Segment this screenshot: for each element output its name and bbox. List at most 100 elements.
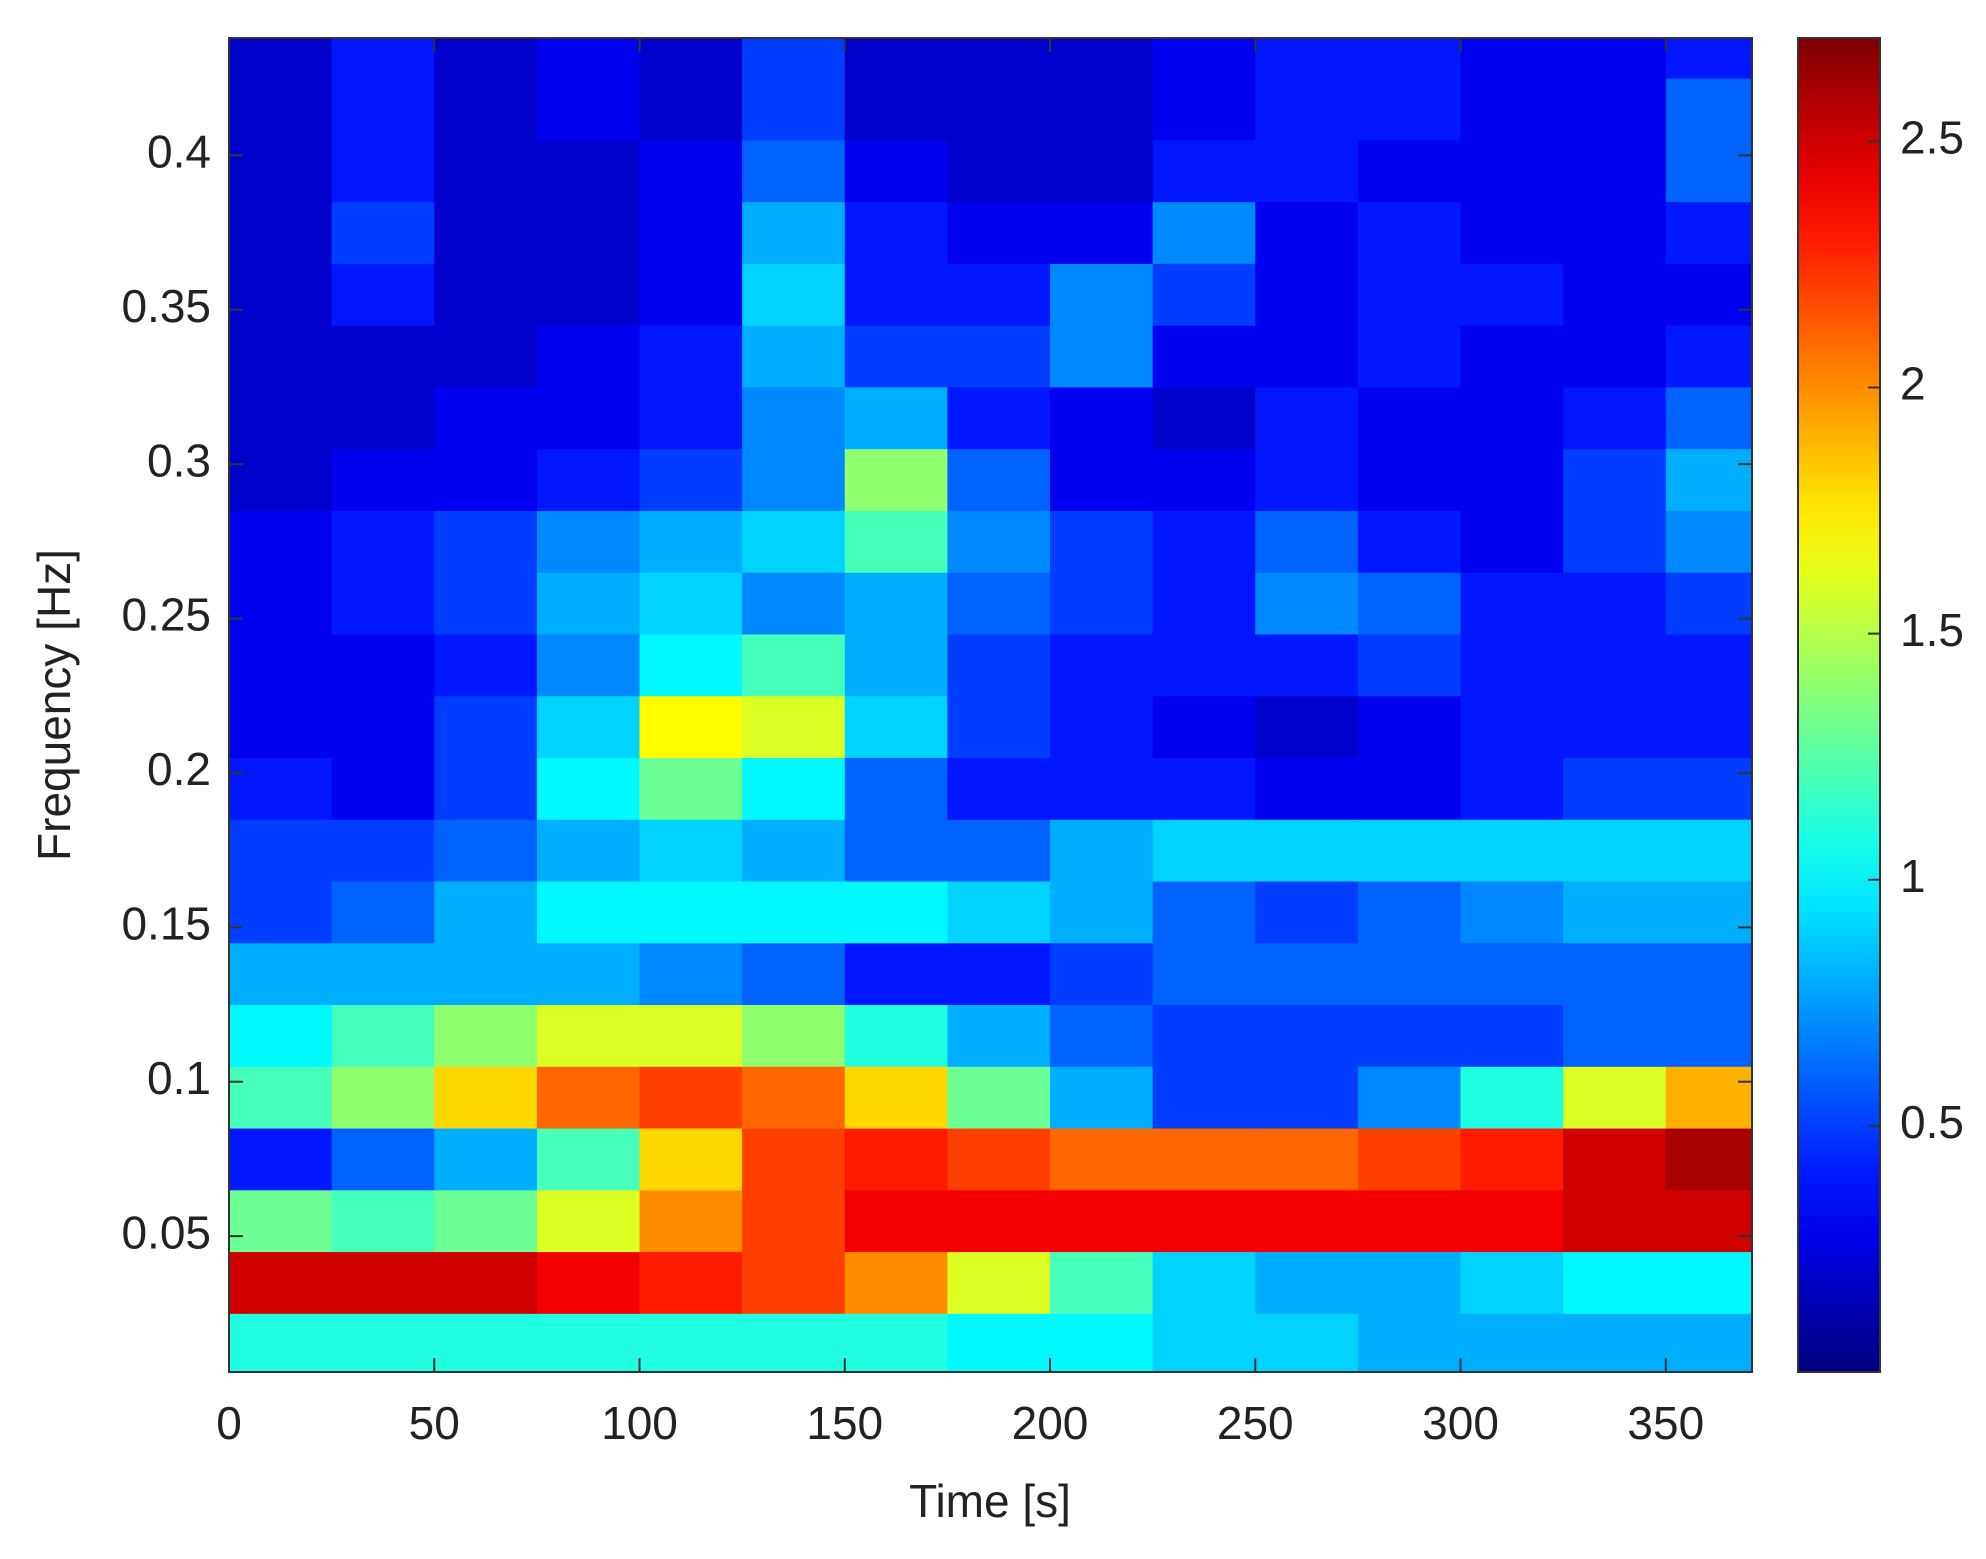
heatmap-cell — [1255, 448, 1359, 511]
heatmap-cell — [229, 1313, 333, 1372]
heatmap-cell — [947, 510, 1051, 573]
heatmap-cell — [1152, 881, 1256, 944]
heatmap-cell — [536, 510, 641, 573]
y-tick-label: 0.4 — [147, 125, 211, 177]
heatmap-cell — [536, 1189, 641, 1253]
heatmap-cell — [434, 510, 538, 573]
heatmap-cell — [1152, 139, 1256, 203]
heatmap-cell — [1563, 819, 1667, 882]
heatmap-cell — [947, 1004, 1051, 1067]
heatmap-cell — [1665, 1251, 1752, 1314]
heatmap-cell — [1050, 1251, 1154, 1314]
heatmap-cell — [229, 757, 333, 820]
heatmap-cell — [1563, 695, 1667, 758]
heatmap-cell — [536, 78, 641, 141]
heatmap-cell — [844, 942, 948, 1006]
heatmap-cell — [1255, 695, 1359, 758]
heatmap-cell — [844, 386, 948, 450]
heatmap-cell — [1460, 263, 1564, 326]
heatmap-cell — [229, 139, 333, 203]
heatmap-cell — [1563, 1066, 1667, 1129]
heatmap-cell — [1460, 201, 1564, 264]
heatmap-cell — [434, 386, 538, 450]
heatmap-cell — [742, 139, 846, 203]
heatmap-cell — [229, 881, 333, 944]
heatmap-cell — [742, 325, 846, 388]
heatmap-cell — [229, 942, 333, 1006]
heatmap-cell — [331, 1004, 435, 1067]
heatmap-cell — [639, 510, 743, 573]
heatmap-cell — [229, 78, 333, 141]
heatmap-cell — [1460, 1251, 1564, 1314]
heatmap-cell — [742, 572, 846, 635]
y-tick-label: 0.1 — [147, 1052, 211, 1104]
heatmap-cell — [639, 1189, 743, 1253]
y-tick-label: 0.3 — [147, 434, 211, 486]
heatmap-cell — [331, 263, 435, 326]
heatmap-cell — [639, 325, 743, 388]
heatmap-cell — [844, 695, 948, 758]
heatmap-cell — [434, 448, 538, 511]
heatmap-cell — [1665, 881, 1752, 944]
heatmap-cell — [742, 38, 846, 79]
y-tick-label: 0.05 — [121, 1206, 211, 1258]
heatmap-cell — [1665, 1004, 1752, 1067]
heatmap-cell — [947, 572, 1051, 635]
heatmap-cell — [1563, 1251, 1667, 1314]
heatmap-cell — [1563, 386, 1667, 450]
heatmap-cell — [742, 819, 846, 882]
heatmap-cell — [947, 695, 1051, 758]
heatmap-cell — [1563, 942, 1667, 1006]
heatmap-cell — [1665, 78, 1752, 141]
heatmap-cell — [742, 201, 846, 264]
heatmap-cell — [434, 572, 538, 635]
heatmap-cell — [1255, 819, 1359, 882]
heatmap-cell — [639, 757, 743, 820]
heatmap-cell — [844, 757, 948, 820]
heatmap-cell — [1152, 1251, 1256, 1314]
heatmap-cell — [639, 942, 743, 1006]
heatmap-cell — [1563, 38, 1667, 79]
heatmap-cell — [1357, 38, 1462, 79]
heatmap-cell — [742, 386, 846, 450]
heatmap-cell — [331, 942, 435, 1006]
heatmap-cell — [742, 881, 846, 944]
heatmap-cell — [536, 1251, 641, 1314]
heatmap-cell — [844, 1066, 948, 1129]
heatmap-cell — [434, 201, 538, 264]
heatmap-cell — [1255, 510, 1359, 573]
heatmap-cell — [1050, 386, 1154, 450]
heatmap-cell — [331, 1128, 435, 1191]
plot-frame — [228, 37, 1753, 1373]
heatmap-cell — [434, 1189, 538, 1253]
heatmap-cell — [1460, 139, 1564, 203]
heatmap-cell — [434, 757, 538, 820]
heatmap-cell — [331, 448, 435, 511]
heatmap-cell — [434, 325, 538, 388]
heatmap-cell — [1255, 1189, 1359, 1253]
heatmap-cell — [1665, 139, 1752, 203]
heatmap-cell — [1460, 633, 1564, 697]
heatmap-cell — [1460, 572, 1564, 635]
heatmap-cell — [331, 572, 435, 635]
heatmap-cell — [1050, 325, 1154, 388]
heatmap-cell — [229, 325, 333, 388]
heatmap-cell — [1357, 325, 1462, 388]
heatmap-cell — [1665, 1313, 1752, 1372]
heatmap-cell — [1050, 1313, 1154, 1372]
heatmap-cell — [639, 448, 743, 511]
heatmap-cell — [1050, 201, 1154, 264]
x-tick-label: 200 — [1012, 1397, 1089, 1449]
y-tick-label: 0.2 — [147, 743, 211, 795]
heatmap-cell — [1563, 201, 1667, 264]
heatmap-cell — [1460, 942, 1564, 1006]
x-tick-label: 0 — [216, 1397, 242, 1449]
heatmap-cell — [1050, 139, 1154, 203]
heatmap-cell — [1050, 448, 1154, 511]
heatmap-cell — [331, 1313, 435, 1372]
heatmap-cell — [844, 201, 948, 264]
heatmap-cell — [536, 386, 641, 450]
colorbar-tick-label: 2.5 — [1900, 112, 1964, 164]
heatmap-cell — [947, 1128, 1051, 1191]
heatmap-cell — [947, 78, 1051, 141]
